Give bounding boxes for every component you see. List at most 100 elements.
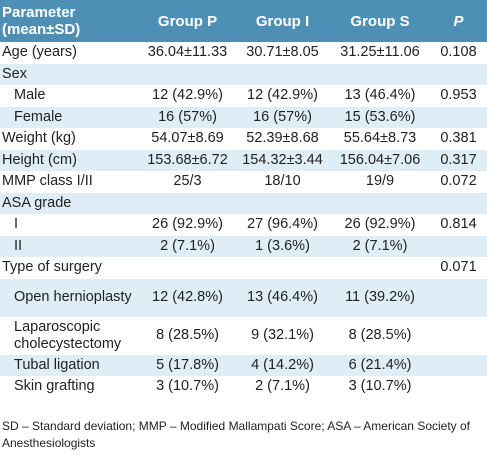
table-row: Type of surgery 0.071 [0, 257, 487, 279]
cell-group-s: 2 (7.1%) [330, 235, 430, 257]
header-parameter: Parameter (mean±SD) [0, 0, 140, 42]
row-label: ASA grade [0, 192, 140, 214]
cell-group-i [235, 63, 330, 85]
cell-group-i: 13 (46.4%) [235, 278, 330, 317]
cell-group-i: 9 (32.1%) [235, 316, 330, 355]
cell-group-i: 1 (3.6%) [235, 235, 330, 257]
table-row: ASA grade [0, 192, 487, 214]
cell-p-value: 0.953 [430, 85, 487, 107]
cell-group-i [235, 257, 330, 279]
header-row: Parameter (mean±SD) Group P Group I Grou… [0, 0, 487, 42]
row-label: Female [0, 106, 140, 128]
cell-group-i: 4 (14.2%) [235, 354, 330, 376]
cell-group-s: 26 (92.9%) [330, 214, 430, 236]
cell-group-i: 30.71±8.05 [235, 42, 330, 64]
cell-group-p: 3 (10.7%) [140, 376, 235, 398]
cell-group-i: 2 (7.1%) [235, 376, 330, 398]
cell-p-value [430, 106, 487, 128]
cell-p-value [430, 235, 487, 257]
cell-group-p [140, 63, 235, 85]
row-label: Male [0, 85, 140, 107]
header-parameter-line2: (mean±SD) [2, 21, 81, 38]
cell-group-s: 15 (53.6%) [330, 106, 430, 128]
table-row: Tubal ligation 5 (17.8%) 4 (14.2%) 6 (21… [0, 354, 487, 376]
row-label: Weight (kg) [0, 128, 140, 150]
cell-group-s: 11 (39.2%) [330, 278, 430, 317]
cell-group-p: 153.68±6.72 [140, 149, 235, 171]
cell-group-p: 8 (28.5%) [140, 316, 235, 355]
cell-group-s: 13 (46.4%) [330, 85, 430, 107]
cell-group-p: 12 (42.8%) [140, 278, 235, 317]
cell-p-value: 0.071 [430, 257, 487, 279]
cell-p-value: 0.072 [430, 171, 487, 193]
cell-p-value [430, 376, 487, 398]
row-label: Laparoscopic cholecystectomy [0, 316, 140, 355]
table-row: Age (years) 36.04±11.33 30.71±8.05 31.25… [0, 42, 487, 64]
row-label: Sex [0, 63, 140, 85]
table-row: II 2 (7.1%) 1 (3.6%) 2 (7.1%) [0, 235, 487, 257]
cell-group-s: 19/9 [330, 171, 430, 193]
table-row: Female 16 (57%) 16 (57%) 15 (53.6%) [0, 106, 487, 128]
row-label: Tubal ligation [0, 354, 140, 376]
cell-group-p: 5 (17.8%) [140, 354, 235, 376]
cell-group-i [235, 192, 330, 214]
cell-p-value [430, 63, 487, 85]
demographics-table: Parameter (mean±SD) Group P Group I Grou… [0, 0, 487, 398]
cell-p-value: 0.108 [430, 42, 487, 64]
cell-group-s: 3 (10.7%) [330, 376, 430, 398]
cell-p-value: 0.317 [430, 149, 487, 171]
row-label: Type of surgery [0, 257, 140, 279]
cell-group-p: 12 (42.9%) [140, 85, 235, 107]
header-group-p: Group P [140, 0, 235, 42]
row-label: Height (cm) [0, 149, 140, 171]
cell-p-value [430, 192, 487, 214]
table-row: Weight (kg) 54.07±8.69 52.39±8.68 55.64±… [0, 128, 487, 150]
cell-group-i: 27 (96.4%) [235, 214, 330, 236]
cell-group-i: 18/10 [235, 171, 330, 193]
cell-group-s: 8 (28.5%) [330, 316, 430, 355]
row-label: Open hernioplasty [0, 278, 140, 317]
cell-group-i: 12 (42.9%) [235, 85, 330, 107]
row-label: II [0, 235, 140, 257]
table-header: Parameter (mean±SD) Group P Group I Grou… [0, 0, 487, 42]
cell-group-p: 54.07±8.69 [140, 128, 235, 150]
cell-group-i: 52.39±8.68 [235, 128, 330, 150]
cell-p-value: 0.814 [430, 214, 487, 236]
cell-group-s [330, 63, 430, 85]
table-row: I 26 (92.9%) 27 (96.4%) 26 (92.9%) 0.814 [0, 214, 487, 236]
cell-group-p [140, 192, 235, 214]
row-label: Age (years) [0, 42, 140, 64]
cell-group-s [330, 257, 430, 279]
cell-group-i: 154.32±3.44 [235, 149, 330, 171]
table-row: Sex [0, 63, 487, 85]
table-body: Age (years) 36.04±11.33 30.71±8.05 31.25… [0, 42, 487, 398]
cell-group-p: 2 (7.1%) [140, 235, 235, 257]
table-row: Height (cm) 153.68±6.72 154.32±3.44 156.… [0, 149, 487, 171]
row-label: MMP class I/II [0, 171, 140, 193]
row-label: I [0, 214, 140, 236]
table-row: Male 12 (42.9%) 12 (42.9%) 13 (46.4%) 0.… [0, 85, 487, 107]
cell-group-s: 156.04±7.06 [330, 149, 430, 171]
cell-p-value [430, 354, 487, 376]
header-p-value: P [430, 0, 487, 42]
header-group-i: Group I [235, 0, 330, 42]
cell-p-value [430, 316, 487, 355]
row-label: Skin grafting [0, 376, 140, 398]
cell-group-i: 16 (57%) [235, 106, 330, 128]
table-footnote: SD – Standard deviation; MMP – Modified … [2, 419, 471, 450]
table-row: Laparoscopic cholecystectomy 8 (28.5%) 9… [0, 316, 487, 355]
cell-group-s: 31.25±11.06 [330, 42, 430, 64]
cell-group-p: 25/3 [140, 171, 235, 193]
cell-group-p: 36.04±11.33 [140, 42, 235, 64]
cell-group-p [140, 257, 235, 279]
cell-group-p: 16 (57%) [140, 106, 235, 128]
table-row: Skin grafting 3 (10.7%) 2 (7.1%) 3 (10.7… [0, 376, 487, 398]
cell-group-p: 26 (92.9%) [140, 214, 235, 236]
cell-p-value: 0.381 [430, 128, 487, 150]
cell-p-value [430, 278, 487, 317]
cell-group-s: 55.64±8.73 [330, 128, 430, 150]
cell-group-s [330, 192, 430, 214]
table-row: MMP class I/II 25/3 18/10 19/9 0.072 [0, 171, 487, 193]
header-group-s: Group S [330, 0, 430, 42]
